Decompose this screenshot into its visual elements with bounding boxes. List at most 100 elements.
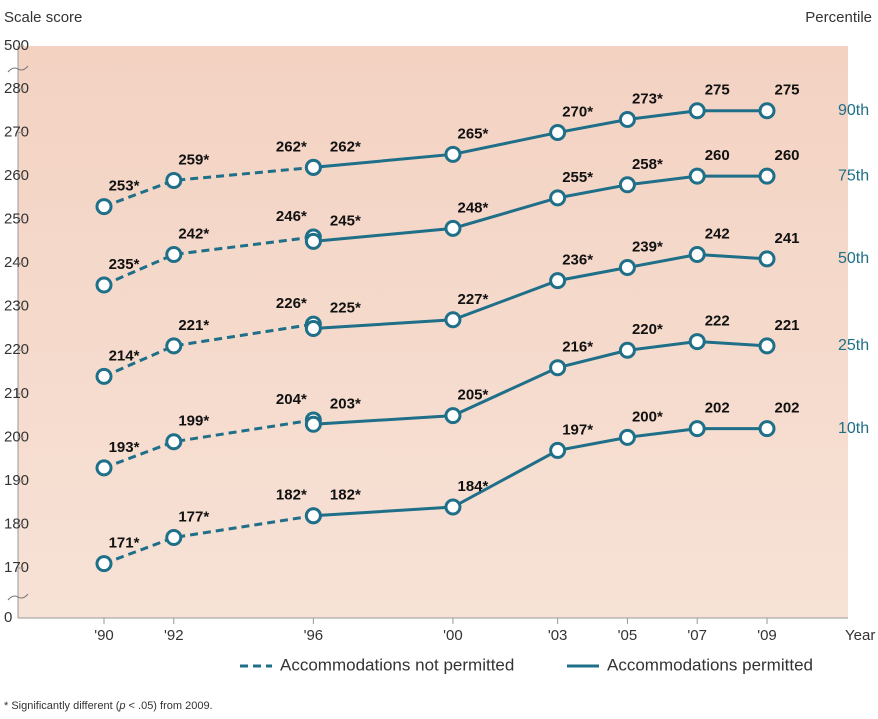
marker: [165, 171, 183, 189]
data-label: 182*: [330, 487, 361, 504]
marker: [304, 507, 322, 525]
data-label: 204*: [276, 391, 307, 408]
marker: [444, 407, 462, 425]
percentile-label: 10th: [838, 420, 869, 437]
data-label: 222: [705, 313, 730, 330]
y2-axis-title: Percentile: [805, 9, 872, 26]
data-label: 265*: [458, 125, 489, 142]
data-label: 259*: [178, 151, 209, 168]
marker: [618, 259, 636, 277]
marker: [758, 420, 776, 438]
marker: [688, 102, 706, 120]
line: [103, 235, 314, 287]
marker: [549, 272, 567, 290]
footnote-text: * Significantly different (: [4, 700, 120, 712]
data-label: 214*: [109, 347, 140, 364]
line: [313, 427, 767, 518]
marker: [304, 320, 322, 337]
marker: [304, 232, 322, 250]
y-axis-title: Scale score: [4, 9, 82, 26]
x-tick-label: '96: [304, 627, 324, 644]
y-tick-label: 220: [4, 341, 29, 358]
y-tick-label: 260: [4, 167, 29, 184]
marker: [618, 176, 636, 194]
data-label: 262*: [330, 138, 361, 155]
data-label: 270*: [562, 104, 593, 121]
footnote-text: p: [118, 700, 125, 712]
marker: [304, 415, 322, 433]
data-label: 182*: [276, 487, 307, 504]
marker: [444, 219, 462, 237]
marker: [549, 441, 567, 459]
marker: [304, 158, 322, 176]
marker: [618, 428, 636, 446]
legend-label: Accommodations not permitted: [280, 655, 514, 674]
data-label: 242: [705, 225, 730, 242]
marker: [618, 110, 636, 128]
line: [313, 109, 767, 169]
data-label: 202: [774, 400, 799, 417]
percentile-label: 90th: [838, 102, 869, 119]
y-tick-label: 240: [4, 254, 29, 271]
percentile-label: 50th: [838, 250, 869, 267]
marker: [758, 167, 776, 185]
axis-break: [7, 65, 29, 73]
data-label: 236*: [562, 252, 593, 269]
x-tick-label: '09: [757, 627, 777, 644]
y-tick-label: 270: [4, 124, 29, 141]
x-tick-label: '92: [164, 627, 184, 644]
marker: [444, 498, 462, 516]
data-label: 200*: [632, 408, 663, 425]
marker: [165, 245, 183, 263]
data-label: 241: [774, 230, 799, 247]
plot-background: [18, 46, 848, 618]
marker: [758, 102, 776, 120]
axis-break: [7, 593, 29, 601]
data-label: 197*: [562, 421, 593, 438]
data-label: 227*: [458, 291, 489, 308]
marker: [688, 420, 706, 438]
data-label: 275: [774, 82, 799, 99]
x-axis-title: Year: [845, 627, 875, 644]
data-label: 260: [774, 147, 799, 164]
marker: [95, 555, 113, 573]
data-label: 205*: [458, 387, 489, 404]
x-tick-label: '00: [443, 627, 463, 644]
marker: [758, 250, 776, 268]
data-label: 260: [705, 147, 730, 164]
marker: [444, 311, 462, 329]
marker: [549, 359, 567, 377]
data-label: 255*: [562, 169, 593, 186]
data-label: 246*: [276, 208, 307, 225]
x-tick-label: '07: [687, 627, 707, 644]
y-tick-label: 0: [4, 609, 12, 626]
data-label: 258*: [632, 156, 663, 173]
marker: [758, 337, 776, 355]
y-tick-label: 500: [4, 37, 29, 54]
x-tick-label: '05: [618, 627, 638, 644]
data-label: 253*: [109, 178, 140, 195]
marker: [95, 276, 113, 294]
legend: Accommodations not permitted Accommodatio…: [240, 655, 813, 674]
marker: [688, 167, 706, 185]
marker: [688, 245, 706, 263]
x-tick-label: '90: [94, 627, 114, 644]
data-label: 248*: [458, 199, 489, 216]
marker: [165, 529, 183, 547]
data-label: 171*: [109, 535, 140, 552]
x-tick-label: '03: [548, 627, 568, 644]
data-label: 199*: [178, 413, 209, 430]
data-label: 275: [705, 82, 730, 99]
data-label: 221*: [178, 317, 209, 334]
y-tick-label: 210: [4, 385, 29, 402]
data-label: 193*: [109, 439, 140, 456]
y-tick-label: 230: [4, 298, 29, 315]
footnote: * Significantly different (p < .05) from…: [4, 700, 213, 712]
y-tick-label: 250: [4, 211, 29, 228]
legend-label: Accommodations permitted: [607, 655, 813, 674]
data-label: 242*: [178, 225, 209, 242]
data-label: 202: [705, 400, 730, 417]
data-label: 177*: [178, 508, 209, 525]
line: [103, 322, 314, 378]
